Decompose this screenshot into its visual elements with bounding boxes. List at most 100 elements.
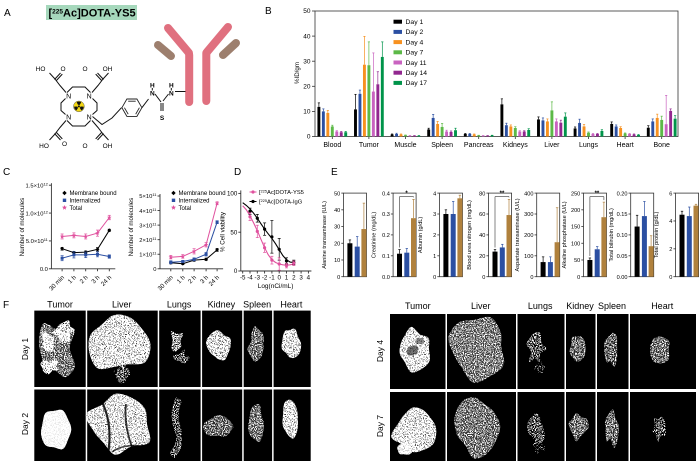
svg-text:[225Ac]DOTA-YS5: [225Ac]DOTA-YS5 (49, 8, 136, 20)
svg-text:2: 2 (292, 275, 296, 282)
svg-text:40: 40 (334, 208, 340, 214)
svg-text:0: 0 (530, 275, 533, 281)
svg-text:Lungs: Lungs (167, 300, 192, 310)
svg-text:1 h: 1 h (176, 274, 187, 285)
svg-text:E: E (331, 167, 338, 178)
svg-text:Membrane bound: Membrane bound (70, 191, 117, 197)
svg-text:3: 3 (299, 275, 303, 282)
svg-text:Day 2: Day 2 (406, 29, 424, 36)
svg-text:Day 1: Day 1 (20, 338, 30, 360)
svg-text:F: F (3, 300, 9, 311)
svg-text:-5: -5 (240, 275, 246, 282)
svg-text:Number of molecules: Number of molecules (128, 198, 135, 256)
svg-text:1.0×1012: 1.0×1012 (26, 209, 49, 217)
svg-text:Total: Total (179, 206, 192, 212)
svg-text:0.15: 0.15 (617, 212, 628, 218)
svg-text:Day 1: Day 1 (406, 19, 424, 26)
svg-text:Kidney: Kidney (208, 300, 236, 310)
svg-text:-4: -4 (247, 275, 253, 282)
svg-text:0.3: 0.3 (382, 212, 390, 218)
svg-text:Tumor: Tumor (359, 142, 380, 149)
svg-text:Pancreas: Pancreas (464, 142, 494, 149)
svg-text:6: 6 (669, 191, 672, 197)
svg-text:Blood: Blood (323, 142, 341, 149)
svg-text:Lungs: Lungs (528, 301, 553, 311)
svg-text:Day 7: Day 7 (375, 415, 385, 437)
svg-text:Day 2: Day 2 (20, 413, 30, 435)
svg-text:Membrane bound: Membrane bound (179, 191, 226, 197)
svg-text:-1: -1 (269, 275, 275, 282)
svg-text:O: O (82, 66, 87, 73)
svg-text:1 h: 1 h (67, 274, 78, 285)
svg-text:H: H (150, 83, 155, 90)
svg-text:N: N (87, 115, 92, 122)
svg-text:10: 10 (303, 109, 311, 116)
svg-text:Kidneys: Kidneys (503, 142, 528, 149)
svg-text:Muscle: Muscle (394, 142, 416, 149)
svg-text:D: D (234, 167, 241, 178)
svg-text:2: 2 (669, 247, 672, 253)
svg-text:3 h: 3 h (199, 274, 210, 285)
svg-text:20: 20 (479, 254, 485, 260)
svg-text:4: 4 (669, 219, 672, 225)
svg-text:30: 30 (303, 58, 311, 65)
svg-text:Number of molecules: Number of molecules (19, 198, 26, 256)
svg-text:Creatinine (mg/dL): Creatinine (mg/dL) (372, 212, 378, 258)
svg-text:HO: HO (36, 66, 46, 73)
svg-text:0: 0 (433, 275, 436, 281)
svg-text:5.0×1011: 5.0×1011 (26, 237, 49, 245)
svg-text:Day 4: Day 4 (406, 39, 424, 46)
svg-text:100: 100 (524, 254, 533, 260)
svg-text:2 h: 2 h (79, 274, 90, 285)
svg-text:30: 30 (334, 225, 340, 231)
svg-text:0.10: 0.10 (617, 233, 628, 239)
svg-text:Total: Total (70, 206, 83, 212)
svg-text:Spleen: Spleen (243, 300, 271, 310)
svg-text:0.00: 0.00 (617, 275, 628, 281)
svg-text:Total protein (g/dL): Total protein (g/dL) (654, 211, 660, 258)
svg-text:Day 7: Day 7 (406, 50, 424, 57)
svg-text:100: 100 (571, 242, 580, 248)
svg-text:1: 1 (285, 275, 289, 282)
svg-text:4: 4 (433, 191, 436, 197)
svg-text:3: 3 (433, 212, 436, 218)
svg-text:0: 0 (669, 275, 672, 281)
svg-text:Day 11: Day 11 (406, 60, 427, 67)
svg-text:200: 200 (524, 233, 533, 239)
svg-text:**: ** (500, 191, 505, 197)
svg-text:[225Ac]DOTA-YS5: [225Ac]DOTA-YS5 (259, 190, 304, 197)
svg-text:Day 17: Day 17 (406, 80, 428, 87)
svg-text:Tumor: Tumor (405, 301, 431, 311)
svg-text:O: O (60, 66, 65, 73)
svg-text:50: 50 (230, 229, 237, 236)
svg-text:N: N (66, 115, 71, 122)
svg-text:0.2: 0.2 (382, 233, 390, 239)
svg-text:Lungs: Lungs (579, 142, 599, 149)
svg-text:Blood urea nitrogen (mg/dL): Blood urea nitrogen (mg/dL) (467, 200, 473, 270)
svg-text:N: N (150, 91, 155, 98)
svg-text:300: 300 (524, 212, 533, 218)
svg-text:0.4: 0.4 (382, 191, 390, 197)
svg-text:60: 60 (479, 212, 485, 218)
svg-text:Total bilirubin (mg/dL): Total bilirubin (mg/dL) (609, 208, 615, 262)
svg-text:O: O (62, 141, 67, 148)
svg-text:400: 400 (524, 191, 533, 197)
svg-text:4: 4 (307, 275, 311, 282)
svg-text:0.0: 0.0 (40, 267, 48, 273)
svg-text:0: 0 (577, 275, 580, 281)
svg-text:[225Ac]DOTA-IgG: [225Ac]DOTA-IgG (259, 199, 303, 206)
svg-text:Liver: Liver (544, 142, 560, 149)
svg-text:40: 40 (303, 33, 311, 40)
svg-text:Kidney: Kidney (566, 301, 594, 311)
svg-text:5×1011: 5×1011 (139, 192, 157, 200)
svg-text:**: ** (595, 191, 600, 197)
svg-text:Heart: Heart (617, 142, 634, 149)
svg-text:0.05: 0.05 (617, 254, 628, 260)
svg-text:N: N (169, 91, 174, 98)
svg-text:Liver: Liver (471, 301, 491, 311)
svg-text:20: 20 (334, 242, 340, 248)
svg-text:100: 100 (227, 191, 238, 198)
svg-text:0: 0 (277, 275, 281, 282)
svg-text:0.1: 0.1 (382, 254, 390, 260)
svg-text:Day 14: Day 14 (406, 70, 428, 77)
